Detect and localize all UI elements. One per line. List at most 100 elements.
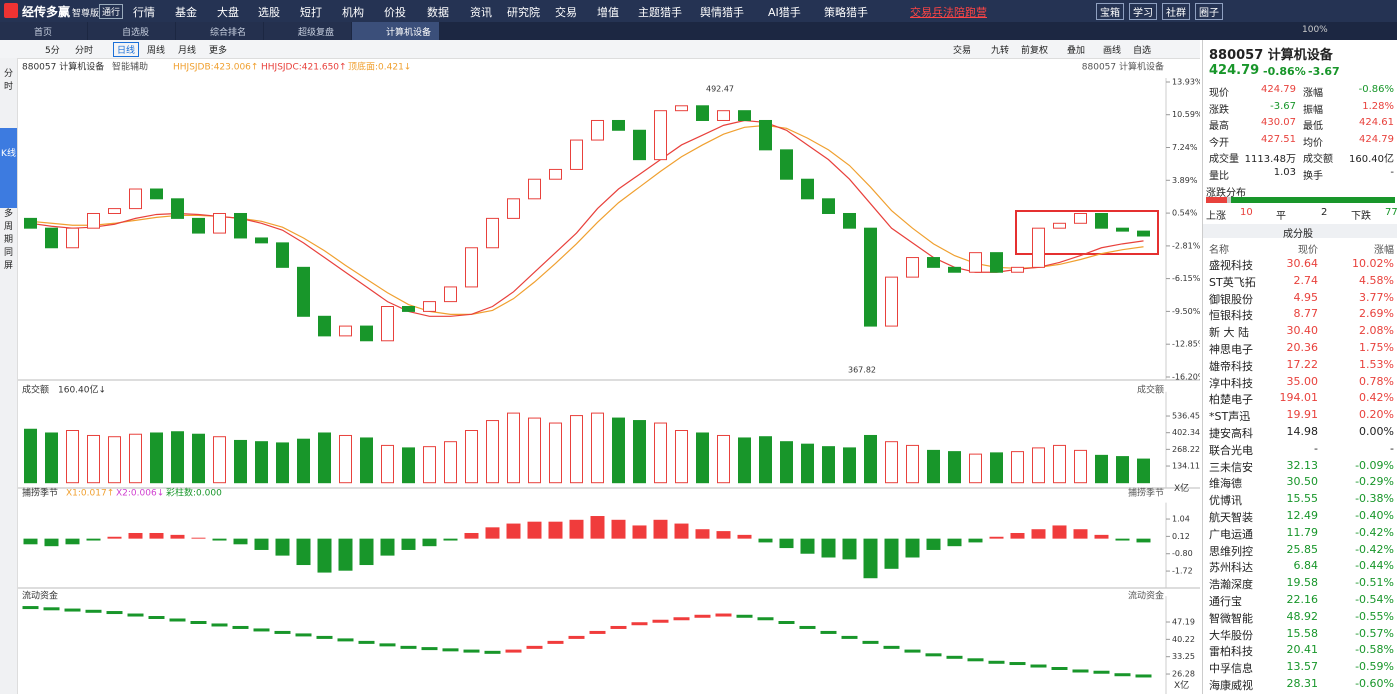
stock-name[interactable]: ST英飞拓 [1209,275,1256,289]
candle [192,217,205,234]
tab-bg [88,22,175,40]
tab[interactable]: 首页 [34,28,53,38]
tab[interactable]: 综合排名 [210,28,247,38]
stock-name[interactable]: 柏楚电子 [1209,393,1253,407]
tool[interactable]: 画线 [1103,46,1122,56]
top-button[interactable]: 社群 [1162,3,1190,20]
nav-item[interactable]: 价投 [384,6,406,19]
nav-item[interactable]: 研究院 [507,6,540,19]
y-tick-label: 47.19 [1172,618,1195,627]
nav-item[interactable]: 策略猎手 [824,6,868,19]
candle [969,252,982,273]
stock-name[interactable]: 盛视科技 [1209,259,1253,272]
side-tab[interactable]: K线 [0,128,17,208]
nav-item[interactable]: 基金 [175,6,197,19]
nav-item[interactable]: 短打 [300,6,322,19]
nav-item[interactable]: 主题猎手 [638,6,682,19]
stock-name[interactable]: 海康威视 [1209,679,1253,692]
stock-name[interactable]: 苏州科达 [1209,561,1253,575]
tool[interactable]: 交易 [953,46,972,56]
tab[interactable]: 超级复盘 [298,28,335,38]
period[interactable]: 日线 [113,42,140,57]
tab[interactable]: 计算机设备 [386,28,432,38]
stock-name[interactable]: 联合光电 [1209,443,1253,457]
promo[interactable]: 交易兵法陪跑营 [910,6,987,19]
stock-name[interactable]: 智微智能 [1209,611,1253,625]
stock-name[interactable]: 中孚信息 [1209,662,1253,676]
stock-name[interactable]: 航天智装 [1209,511,1253,524]
period[interactable]: 更多 [209,46,228,56]
dist-bar [1206,197,1228,203]
top-button[interactable]: 学习 [1129,3,1157,20]
period[interactable]: 月线 [178,46,197,56]
nav-item[interactable]: 数据 [427,6,449,19]
stock-name[interactable]: 思维列控 [1209,544,1253,558]
period[interactable]: 5分 [45,46,60,56]
period[interactable]: 周线 [147,46,166,56]
nav-item[interactable]: 舆情猎手 [700,6,744,19]
nav-item[interactable]: 资讯 [470,6,492,19]
tool[interactable]: 九转 [991,46,1010,56]
candle [1095,212,1108,229]
volume-bar [528,417,541,484]
top-button[interactable]: 宝箱 [1096,3,1124,20]
volume-bar [990,452,1003,484]
y-tick-label: 40.22 [1172,635,1195,644]
candle [759,119,772,151]
tab[interactable]: 自选股 [122,28,150,38]
tool[interactable]: 叠加 [1067,46,1086,56]
volume-bar [1011,451,1024,484]
stock-name[interactable]: 捷安高科 [1209,427,1253,440]
stock-name[interactable]: 神思电子 [1209,343,1253,356]
stock-name[interactable]: 大华股份 [1209,628,1253,642]
cell-value: 0.00% [1359,425,1394,438]
nav-item[interactable]: 增值 [597,6,619,19]
tool[interactable]: 前复权 [1021,46,1049,56]
nav-item[interactable]: 选股 [258,6,280,19]
stock-name[interactable]: 广电运通 [1209,527,1253,541]
tool[interactable]: 自选 [1133,46,1152,56]
side-tab[interactable]: 多周期同屏 [3,209,13,271]
top-button[interactable]: 圈子 [1195,3,1223,20]
stock-name[interactable]: *ST声迅 [1209,410,1251,424]
cell-value: -0.42% [1355,542,1394,556]
macd-bar [212,538,227,541]
macd-bar [821,538,836,558]
quote-value: 427.51 [1261,133,1296,145]
macd-bar [716,531,731,539]
side-tab[interactable]: 分时 [3,69,13,92]
volume-bar [864,434,877,484]
stock-name[interactable]: 优博讯 [1209,494,1242,508]
period[interactable]: 分时 [75,46,94,56]
stock-name[interactable]: 通行宝 [1209,595,1242,608]
candle [360,325,373,342]
candle [444,286,457,303]
macd-bar [1010,532,1025,539]
stock-name[interactable]: 三未信安 [1209,460,1253,474]
macd-bar [884,538,899,569]
stock-name[interactable]: 御银股份 [1209,292,1253,306]
nav-item[interactable]: 机构 [342,6,364,19]
stock-name[interactable]: 雄帝科技 [1209,359,1253,373]
macd-bar [611,519,626,539]
stock-name[interactable]: 维海德 [1209,477,1242,491]
stock-name[interactable]: 恒银科技 [1209,309,1253,323]
candle [1116,227,1129,232]
stock-name[interactable]: 淳中科技 [1209,376,1253,390]
macd-bar [1031,529,1046,539]
stock-name[interactable]: 新 大 陆 [1209,326,1249,340]
nav-item[interactable]: AI猎手 [768,6,801,19]
cell-value: 2.74 [1293,273,1319,287]
y-tick-label: 3.89% [1172,176,1198,185]
cell-value: 32.13 [1286,458,1319,472]
volume-bar [45,432,58,484]
quote-value: 1.28% [1362,100,1394,112]
candle [612,119,625,131]
stock-name[interactable]: 浩瀚深度 [1209,578,1253,592]
nav-item[interactable]: 交易 [555,6,577,19]
nav-item[interactable]: 大盘 [217,6,239,19]
volume-bar [969,453,982,484]
nav-item[interactable]: 行情 [133,6,155,19]
macd-bar [737,534,752,539]
stock-name[interactable]: 雷柏科技 [1209,645,1253,659]
